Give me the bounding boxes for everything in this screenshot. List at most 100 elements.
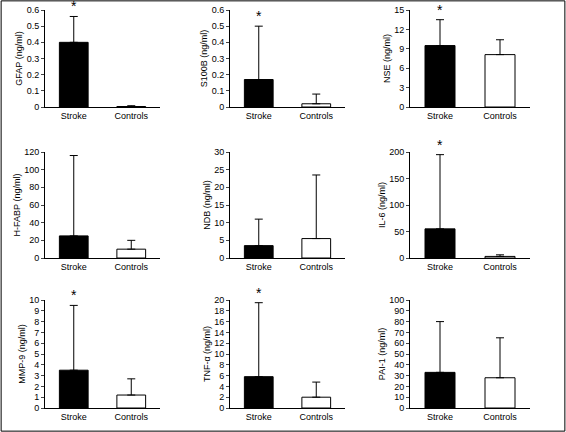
svg-text:Stroke: Stroke (427, 111, 453, 121)
svg-text:H-FABP (ng/ml): H-FABP (ng/ml) (12, 174, 22, 237)
svg-text:9: 9 (399, 44, 404, 54)
svg-text:NSE (ng/ml): NSE (ng/ml) (382, 34, 392, 83)
svg-text:6: 6 (34, 338, 39, 348)
svg-text:120: 120 (24, 147, 39, 157)
svg-text:Stroke: Stroke (427, 262, 453, 272)
svg-text:Stroke: Stroke (61, 262, 87, 272)
svg-text:20: 20 (394, 382, 404, 392)
svg-text:0: 0 (219, 253, 224, 263)
svg-text:80: 80 (394, 317, 404, 327)
svg-text:*: * (256, 285, 262, 301)
svg-text:30: 30 (394, 371, 404, 381)
svg-text:25: 25 (214, 165, 224, 175)
svg-text:*: * (437, 137, 443, 153)
svg-text:3: 3 (399, 83, 404, 93)
svg-text:Controls: Controls (114, 262, 148, 272)
svg-text:100: 100 (389, 295, 404, 305)
svg-text:0: 0 (219, 403, 224, 413)
svg-text:Controls: Controls (299, 262, 333, 272)
svg-text:1: 1 (34, 392, 39, 402)
svg-text:60: 60 (29, 200, 39, 210)
svg-text:*: * (437, 2, 443, 18)
svg-text:Stroke: Stroke (61, 111, 87, 121)
svg-text:12: 12 (214, 338, 224, 348)
svg-text:4: 4 (34, 360, 39, 370)
svg-text:Controls: Controls (114, 111, 148, 121)
svg-text:0.6: 0.6 (27, 5, 40, 15)
svg-text:40: 40 (29, 218, 39, 228)
svg-text:Stroke: Stroke (246, 262, 272, 272)
svg-text:0.2: 0.2 (27, 70, 40, 80)
svg-text:8: 8 (34, 317, 39, 327)
svg-text:Stroke: Stroke (427, 412, 453, 422)
svg-text:12: 12 (394, 25, 404, 35)
svg-text:Stroke: Stroke (246, 111, 272, 121)
svg-text:2: 2 (219, 392, 224, 402)
svg-text:2: 2 (34, 382, 39, 392)
svg-text:Controls: Controls (483, 111, 517, 121)
svg-text:50: 50 (394, 227, 404, 237)
svg-text:0: 0 (399, 253, 404, 263)
svg-text:20: 20 (214, 295, 224, 305)
svg-text:150: 150 (389, 174, 404, 184)
svg-text:15: 15 (214, 200, 224, 210)
svg-text:3: 3 (34, 371, 39, 381)
svg-text:10: 10 (214, 349, 224, 359)
svg-text:16: 16 (214, 317, 224, 327)
svg-text:30: 30 (214, 147, 224, 157)
svg-text:0: 0 (399, 102, 404, 112)
svg-text:0: 0 (34, 253, 39, 263)
svg-text:0.6: 0.6 (212, 5, 225, 15)
svg-text:0.3: 0.3 (27, 54, 40, 64)
svg-text:7: 7 (34, 328, 39, 338)
svg-text:0.4: 0.4 (212, 37, 225, 47)
svg-text:Controls: Controls (483, 262, 517, 272)
svg-text:60: 60 (394, 338, 404, 348)
svg-text:IL-6 (ng/ml): IL-6 (ng/ml) (377, 182, 387, 228)
svg-text:100: 100 (24, 165, 39, 175)
svg-text:0.4: 0.4 (27, 37, 40, 47)
svg-text:10: 10 (394, 392, 404, 402)
svg-text:*: * (71, 287, 77, 303)
svg-text:TNF-α (ng/ml): TNF-α (ng/ml) (202, 326, 212, 382)
svg-text:0: 0 (34, 102, 39, 112)
svg-text:S100B (ng/ml): S100B (ng/ml) (199, 30, 209, 88)
svg-text:18: 18 (214, 306, 224, 316)
svg-text:20: 20 (214, 182, 224, 192)
svg-text:10: 10 (214, 218, 224, 228)
svg-text:14: 14 (214, 328, 224, 338)
svg-text:4: 4 (219, 382, 224, 392)
svg-text:*: * (71, 0, 77, 14)
svg-text:8: 8 (219, 360, 224, 370)
svg-text:0.1: 0.1 (27, 86, 40, 96)
svg-text:Stroke: Stroke (61, 412, 87, 422)
svg-text:0: 0 (34, 403, 39, 413)
svg-text:PAI-1 (ng/ml): PAI-1 (ng/ml) (377, 328, 387, 380)
svg-text:5: 5 (219, 235, 224, 245)
svg-text:Stroke: Stroke (246, 412, 272, 422)
svg-text:NDB (ng/ml): NDB (ng/ml) (202, 180, 212, 230)
svg-text:9: 9 (34, 306, 39, 316)
svg-text:0.2: 0.2 (212, 70, 225, 80)
svg-text:10: 10 (29, 295, 39, 305)
svg-text:Controls: Controls (114, 412, 148, 422)
svg-text:MMP-9 (ng/ml): MMP-9 (ng/ml) (17, 324, 27, 384)
svg-text:90: 90 (394, 306, 404, 316)
svg-text:20: 20 (29, 235, 39, 245)
svg-text:6: 6 (399, 63, 404, 73)
svg-text:100: 100 (389, 200, 404, 210)
svg-text:0.3: 0.3 (212, 54, 225, 64)
svg-text:0.5: 0.5 (27, 21, 40, 31)
svg-text:0: 0 (399, 403, 404, 413)
svg-text:0: 0 (219, 102, 224, 112)
svg-text:200: 200 (389, 147, 404, 157)
svg-text:40: 40 (394, 360, 404, 370)
svg-text:GFAP (ng/ml): GFAP (ng/ml) (14, 31, 24, 85)
svg-text:0.1: 0.1 (212, 86, 225, 96)
svg-text:15: 15 (394, 5, 404, 15)
svg-text:Controls: Controls (299, 412, 333, 422)
svg-text:0.5: 0.5 (212, 21, 225, 31)
svg-text:80: 80 (29, 182, 39, 192)
svg-text:70: 70 (394, 328, 404, 338)
svg-text:6: 6 (219, 371, 224, 381)
